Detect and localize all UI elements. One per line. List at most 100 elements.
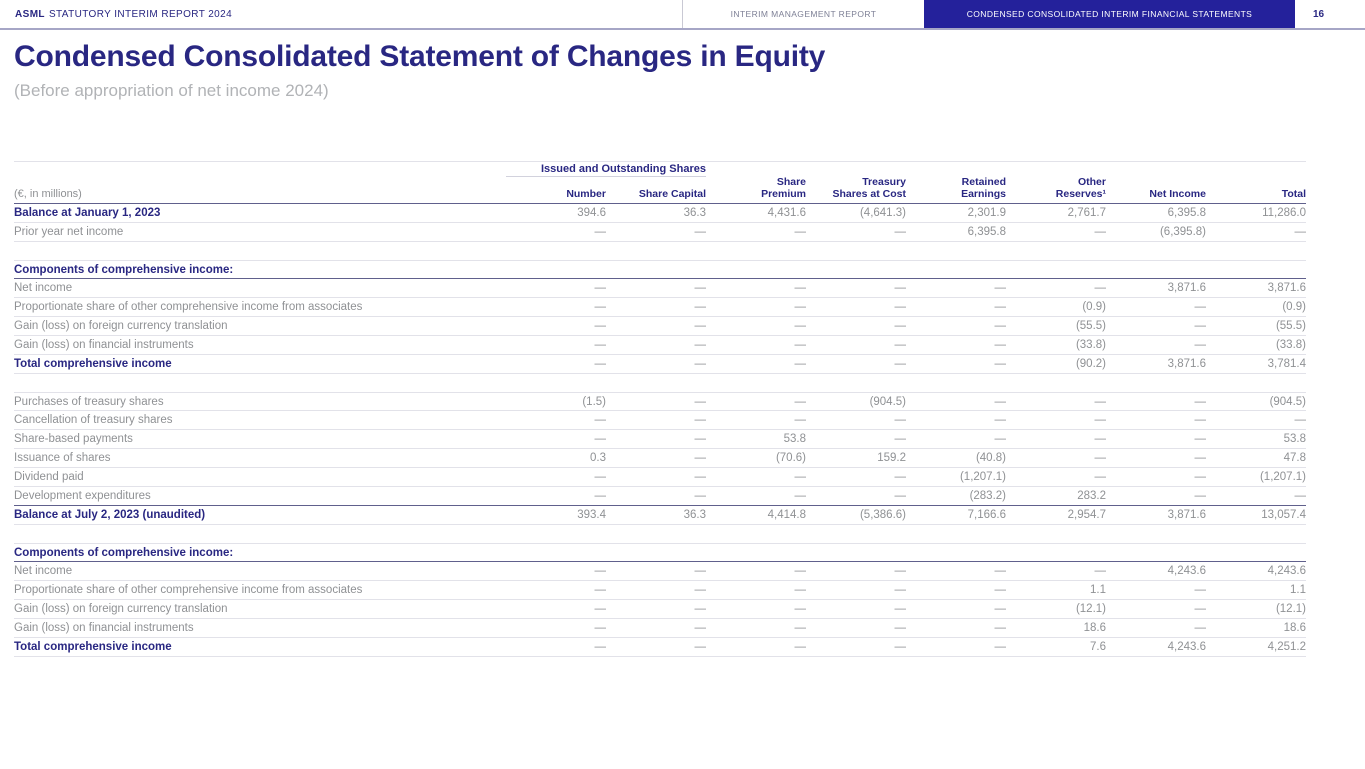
table-cell: — [794, 339, 807, 351]
table-cell: — [794, 490, 807, 502]
table-cell: — [594, 622, 607, 634]
column-header: Total [1281, 187, 1306, 200]
table-cell: — [994, 320, 1007, 332]
table-cell: — [794, 565, 807, 577]
table-cell: — [1194, 490, 1207, 502]
column-header: Net Income [1149, 187, 1206, 200]
table-cell: (904.5) [1269, 396, 1306, 408]
header-spacer [232, 0, 682, 28]
row-label: Dividend paid [14, 471, 84, 483]
table-cell: — [894, 358, 907, 370]
table-cell: 36.3 [683, 207, 706, 219]
table-row: Gain (loss) on financial instruments — — — —… [14, 619, 1306, 638]
table-cell: 13,057.4 [1261, 509, 1306, 521]
column-header: Number [566, 187, 606, 200]
table-cell: 47.8 [1283, 452, 1306, 464]
table-cell: — [1094, 396, 1107, 408]
table-cell: (40.8) [975, 452, 1006, 464]
table-row: Total comprehensive income — — — — — (90.2) 3,8… [14, 355, 1306, 374]
table-cell: (5,386.6) [859, 509, 906, 521]
table-cell: — [994, 358, 1007, 370]
table-cell: — [794, 641, 807, 653]
table-cell: 3,871.6 [1167, 509, 1206, 521]
table-cell: 53.8 [1283, 433, 1306, 445]
spacer-row [14, 525, 1306, 543]
table-cell: 3,871.6 [1167, 282, 1206, 294]
table-cell: (1,207.1) [1259, 471, 1306, 483]
table-cell: — [894, 226, 907, 238]
table-cell: — [1094, 471, 1107, 483]
table-cell [706, 544, 806, 561]
table-cell: — [894, 641, 907, 653]
table-cell: — [1194, 622, 1207, 634]
row-label: Gain (loss) on financial instruments [14, 622, 194, 634]
table-cell [806, 261, 906, 278]
equity-table-body: Balance at January 1, 2023 394.6 36.3 4,431… [14, 204, 1306, 657]
table-cell: — [794, 471, 807, 483]
table-cell: — [894, 301, 907, 313]
table-cell [906, 544, 1006, 561]
row-label: Prior year net income [14, 226, 124, 238]
spacer-row [14, 242, 1306, 260]
row-label: Gain (loss) on financial instruments [14, 339, 194, 351]
table-row: Development expenditures — — — — (283.2) 283.2… [14, 487, 1306, 506]
table-cell: (55.5) [1275, 320, 1306, 332]
table-cell: — [794, 414, 807, 426]
table-cell: — [894, 471, 907, 483]
table-cell: — [594, 226, 607, 238]
row-label: Gain (loss) on foreign currency translat… [14, 320, 228, 332]
table-cell: — [994, 396, 1007, 408]
table-cell: — [994, 584, 1007, 596]
table-cell: 6,395.8 [1167, 207, 1206, 219]
page-title: Condensed Consolidated Statement of Chan… [14, 40, 826, 73]
table-cell: — [594, 301, 607, 313]
row-label: Total comprehensive income [14, 641, 172, 653]
table-cell: — [1194, 320, 1207, 332]
table-cell: 159.2 [877, 452, 906, 464]
table-cell: (904.5) [869, 396, 906, 408]
table-cell: 394.6 [577, 207, 606, 219]
brand-logo-text: ASML [15, 8, 45, 20]
table-cell: — [1094, 226, 1107, 238]
brand-report-name: STATUTORY INTERIM REPORT 2024 [48, 8, 233, 20]
row-label: Balance at July 2, 2023 (unaudited) [14, 509, 206, 521]
tab-interim-management-report[interactable]: INTERIM MANAGEMENT REPORT [682, 0, 924, 28]
table-cell: — [694, 433, 707, 445]
table-cell: (12.1) [1275, 603, 1306, 615]
tab-condensed-financial-statements[interactable]: CONDENSED CONSOLIDATED INTERIM FINANCIAL… [924, 0, 1295, 28]
table-cell: 6,395.8 [967, 226, 1006, 238]
table-cell: — [1194, 603, 1207, 615]
table-cell: 0.3 [590, 452, 606, 464]
table-cell [706, 261, 806, 278]
table-cell: — [1094, 433, 1107, 445]
table-cell: — [694, 320, 707, 332]
table-cell: — [1094, 282, 1107, 294]
page-subtitle: (Before appropriation of net income 2024… [14, 81, 329, 100]
table-cell: — [794, 301, 807, 313]
table-row: Net income — — — — — — 3,871.6 3,871.6 [14, 279, 1306, 298]
row-label: Net income [14, 282, 73, 294]
row-label: Proportionate share of other comprehensi… [14, 301, 363, 313]
table-cell: 7,166.6 [967, 509, 1006, 521]
table-cell [1206, 261, 1306, 278]
table-cell: 4,251.2 [1267, 641, 1306, 653]
row-label: Gain (loss) on foreign currency translat… [14, 603, 228, 615]
table-cell: — [694, 414, 707, 426]
table-cell: — [894, 320, 907, 332]
table-row: Proportionate share of other comprehensi… [14, 298, 1306, 317]
table-cell [806, 544, 906, 561]
row-label: Cancellation of treasury shares [14, 414, 173, 426]
row-label: Purchases of treasury shares [14, 396, 164, 408]
table-cell: — [894, 339, 907, 351]
column-header: Retained Earnings [961, 176, 1006, 200]
row-label: Net income [14, 565, 73, 577]
table-cell: — [894, 433, 907, 445]
row-label: Balance at January 1, 2023 [14, 207, 161, 219]
table-cell: 4,243.6 [1267, 565, 1306, 577]
table-cell: — [1194, 396, 1207, 408]
table-cell: — [794, 358, 807, 370]
column-header: Other Reserves¹ [1055, 176, 1106, 200]
table-cell: — [1194, 471, 1207, 483]
table-cell: — [594, 282, 607, 294]
table-cell: (0.9) [1282, 301, 1306, 313]
